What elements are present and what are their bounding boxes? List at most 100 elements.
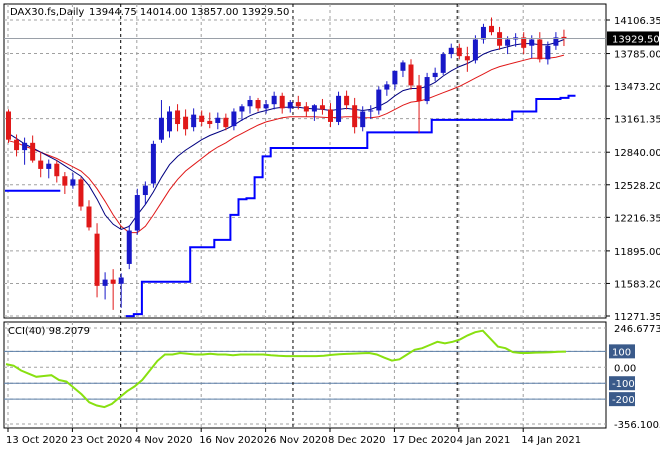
candle[interactable] — [223, 113, 229, 131]
candle[interactable] — [175, 104, 181, 132]
candle[interactable] — [46, 159, 52, 179]
candle[interactable] — [142, 181, 148, 205]
candle[interactable] — [328, 103, 333, 128]
candle[interactable] — [311, 104, 317, 121]
candle[interactable] — [22, 137, 28, 165]
candle-body — [537, 39, 543, 60]
candle-body — [207, 120, 213, 125]
candle[interactable] — [215, 112, 221, 130]
candle-body — [223, 117, 229, 128]
candle[interactable] — [537, 32, 543, 63]
cci-layer — [5, 329, 567, 409]
candle-body — [158, 117, 164, 140]
candle[interactable] — [287, 100, 293, 113]
candle-body — [360, 111, 366, 128]
candle[interactable] — [38, 152, 44, 178]
candle[interactable] — [62, 172, 68, 194]
candle[interactable] — [134, 188, 140, 235]
candle[interactable] — [472, 35, 478, 64]
candle-body — [30, 142, 36, 161]
candle[interactable] — [400, 60, 406, 78]
candle[interactable] — [271, 91, 277, 110]
candle[interactable] — [319, 98, 325, 115]
current-price-tag — [607, 31, 659, 46]
candle[interactable] — [247, 95, 253, 114]
candle[interactable] — [303, 102, 309, 117]
candle[interactable] — [199, 110, 205, 127]
candle[interactable] — [360, 106, 366, 132]
candle-body — [38, 160, 44, 169]
candle[interactable] — [529, 35, 535, 59]
candle[interactable] — [424, 72, 430, 105]
price-axis[interactable]: 14106.35 13785.00 13473.20 13161.35 12840.00… — [4, 16, 660, 323]
candle[interactable] — [6, 109, 11, 143]
candle[interactable] — [432, 67, 438, 82]
candle[interactable] — [448, 43, 454, 59]
candle-body — [352, 105, 358, 128]
candle-body — [62, 176, 68, 186]
candle[interactable] — [78, 177, 84, 211]
candle-body — [376, 89, 382, 111]
candle[interactable] — [480, 23, 486, 44]
candle[interactable] — [440, 51, 446, 75]
candle-body — [191, 114, 197, 128]
candle[interactable] — [336, 91, 342, 126]
indicator-axis: 246.6773 100 0.00 -100 -200 -356.1005 — [609, 324, 660, 431]
candle-body — [271, 95, 277, 105]
candle[interactable] — [384, 81, 390, 96]
candle-body — [311, 105, 317, 112]
candle[interactable] — [239, 104, 245, 121]
candle[interactable] — [561, 29, 567, 47]
candle[interactable] — [118, 273, 124, 308]
candle[interactable] — [545, 41, 551, 65]
time-axis-label: 14 Jan 2021 — [521, 435, 581, 446]
candle-body — [553, 37, 559, 46]
candlestick-series[interactable] — [6, 17, 567, 310]
candle[interactable] — [158, 100, 164, 143]
indicator-label: CCI(40) 98.2079 — [8, 326, 90, 337]
candle[interactable] — [183, 109, 189, 136]
candle[interactable] — [408, 59, 414, 90]
candle[interactable] — [392, 70, 398, 90]
candle[interactable] — [110, 269, 116, 310]
candle[interactable] — [295, 95, 301, 110]
candle[interactable] — [126, 225, 132, 270]
candle[interactable] — [368, 105, 374, 119]
candle[interactable] — [231, 108, 237, 131]
candle-body — [400, 62, 406, 71]
candle[interactable] — [86, 200, 92, 231]
candle[interactable] — [279, 92, 285, 114]
indicator-level-lines — [4, 350, 606, 400]
price-axis-label: 14106.35 — [614, 16, 660, 27]
candle[interactable] — [70, 173, 76, 189]
candle[interactable] — [464, 46, 470, 72]
candle[interactable] — [54, 160, 60, 183]
period-separators — [120, 4, 458, 428]
candle[interactable] — [150, 140, 156, 188]
level-tag — [609, 344, 635, 359]
candle[interactable] — [352, 97, 358, 134]
candle[interactable] — [102, 272, 108, 300]
candle[interactable] — [94, 223, 100, 298]
candle[interactable] — [14, 134, 20, 157]
candle[interactable] — [255, 97, 261, 112]
candle[interactable] — [376, 86, 382, 115]
candle[interactable] — [30, 135, 36, 163]
candle[interactable] — [521, 32, 527, 55]
candle[interactable] — [505, 36, 511, 55]
candle[interactable] — [207, 112, 213, 129]
candle[interactable] — [344, 90, 350, 110]
candle[interactable] — [191, 108, 197, 132]
candle[interactable] — [489, 17, 494, 36]
candle[interactable] — [553, 32, 559, 50]
candle-body — [505, 39, 511, 46]
candle[interactable] — [263, 100, 269, 114]
candle[interactable] — [416, 74, 422, 134]
time-axis[interactable]: 13 Oct 2020 23 Oct 2020 4 Nov 2020 16 Nov 2… — [6, 428, 581, 446]
candle[interactable] — [167, 106, 172, 138]
candle-body — [368, 110, 374, 112]
candle[interactable] — [456, 43, 462, 60]
candle-body — [247, 100, 253, 107]
